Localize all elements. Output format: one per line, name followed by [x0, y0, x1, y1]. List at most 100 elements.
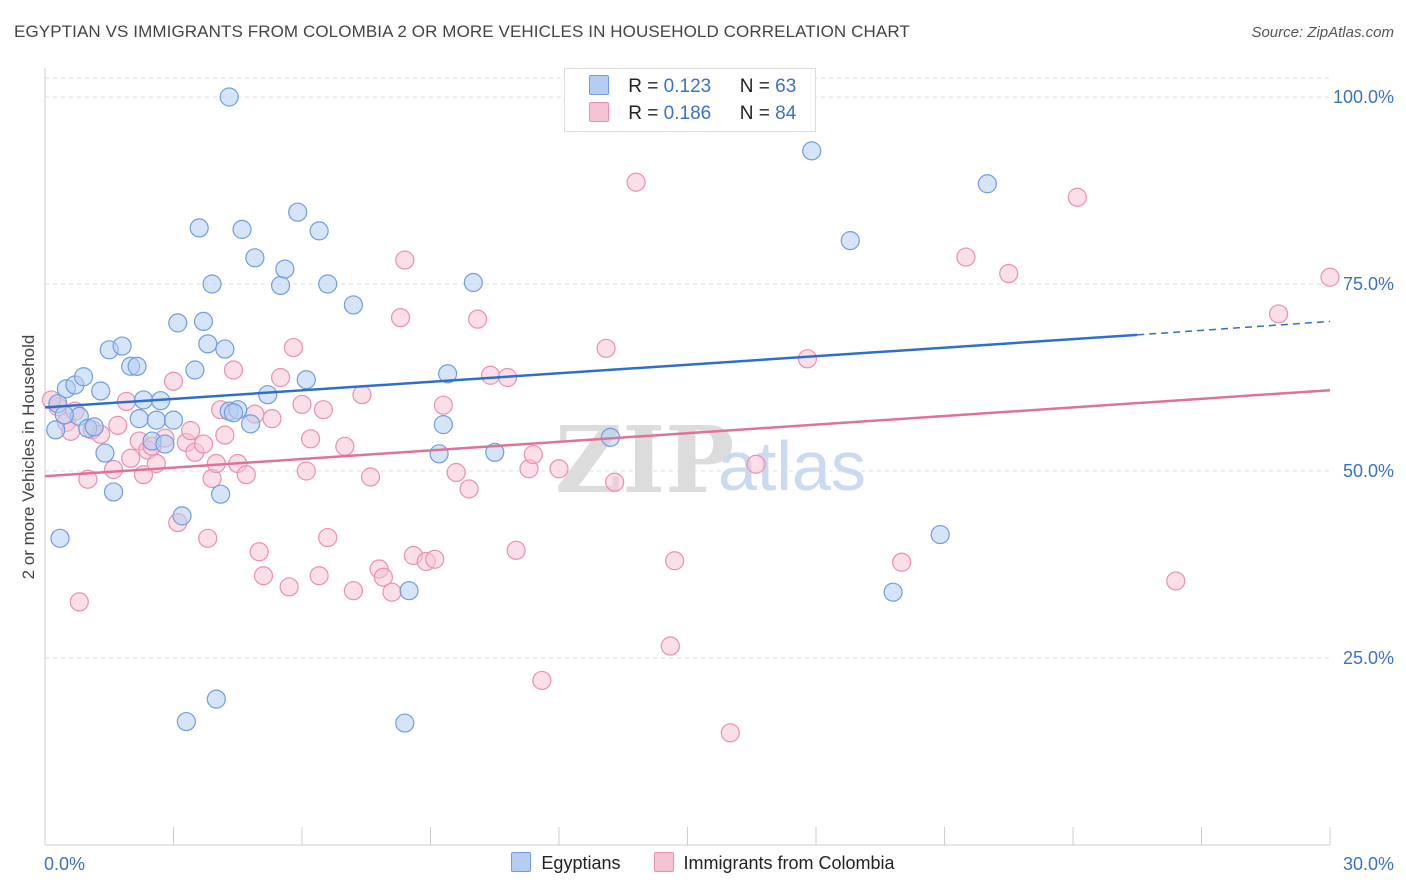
data-point — [95, 443, 115, 463]
n-label: N = — [739, 76, 776, 97]
trend-line-colombia — [44, 388, 1331, 478]
r-label: R = — [628, 103, 664, 124]
data-point — [219, 87, 239, 107]
data-point — [373, 567, 393, 587]
data-point — [313, 400, 334, 420]
data-point — [91, 381, 111, 401]
data-point — [343, 581, 363, 601]
data-point — [223, 360, 244, 380]
axes — [44, 68, 1331, 846]
correlation-legend: R = 0.123 N = 63 R = 0.186 N = 84 — [564, 68, 816, 132]
data-point — [390, 308, 411, 328]
data-point — [425, 549, 445, 569]
data-point — [283, 337, 304, 358]
data-point — [300, 429, 321, 449]
data-point — [395, 713, 415, 733]
data-point — [296, 370, 316, 390]
legend-row-egyptians: R = 0.123 N = 63 — [589, 75, 796, 101]
data-point — [245, 248, 265, 268]
data-point — [232, 219, 252, 239]
data-point — [660, 636, 680, 656]
data-point — [73, 367, 94, 387]
r-value: 0.123 — [663, 76, 712, 97]
y-tick-label: 50.0% — [1343, 461, 1394, 481]
data-point — [54, 405, 74, 425]
data-point — [46, 420, 66, 440]
data-point — [977, 174, 997, 194]
data-point — [523, 444, 543, 465]
data-point — [438, 364, 458, 384]
data-point — [155, 434, 175, 454]
watermark-zip: ZIP — [555, 406, 734, 514]
data-point — [168, 313, 188, 333]
data-point — [121, 448, 141, 468]
r-label: R = — [628, 76, 664, 97]
trend-line-egyptians — [44, 333, 1138, 409]
data-point — [103, 459, 124, 480]
data-point — [193, 434, 214, 454]
legend-swatch-blue — [511, 852, 532, 872]
legend-row-colombia: R = 0.186 N = 84 — [589, 102, 796, 128]
data-point — [275, 259, 295, 279]
data-point — [309, 566, 329, 586]
data-point — [223, 403, 244, 423]
data-point — [433, 395, 453, 415]
y-tick-label: 75.0% — [1343, 274, 1394, 294]
data-point — [892, 552, 912, 572]
data-point — [446, 462, 466, 483]
data-point — [181, 421, 201, 441]
data-point — [930, 524, 950, 545]
data-point — [292, 394, 312, 415]
data-point — [189, 218, 209, 238]
data-point — [249, 542, 269, 562]
data-point — [185, 360, 205, 380]
watermark-atlas: atlas — [718, 427, 866, 505]
data-point — [262, 409, 282, 429]
data-point — [193, 311, 214, 331]
y-tick-label: 100.0% — [1333, 87, 1394, 107]
trend-line-egyptians-extension — [1137, 320, 1331, 336]
legend-item-egyptians: Egyptians — [511, 852, 620, 874]
r-value: 0.186 — [663, 103, 712, 124]
n-label: N = — [739, 103, 776, 124]
data-point — [626, 172, 646, 192]
data-point — [309, 221, 329, 241]
series-legend: Egyptians Immigrants from Colombia — [0, 852, 1406, 874]
data-point — [596, 338, 616, 358]
data-point — [258, 385, 278, 405]
data-point — [270, 367, 291, 388]
data-point — [549, 459, 569, 479]
data-point — [956, 247, 976, 267]
x-tick-label: 0.0% — [44, 854, 85, 874]
data-point — [1067, 187, 1087, 207]
data-point — [1320, 267, 1340, 287]
data-point — [296, 461, 316, 481]
data-point — [127, 356, 147, 376]
data-point — [241, 414, 261, 434]
data-point — [532, 670, 552, 691]
data-point — [215, 425, 235, 445]
data-point — [399, 581, 419, 601]
n-value: 63 — [775, 76, 797, 97]
y-tick-label: 25.0% — [1343, 648, 1394, 668]
data-point — [382, 582, 402, 602]
data-point — [352, 385, 372, 405]
data-point — [746, 454, 766, 474]
data-point — [84, 417, 104, 437]
data-point — [318, 527, 338, 548]
tick-labels: 25.0% 50.0% 75.0% 100.0% 0.0% 30.0% — [44, 87, 1394, 874]
data-point — [999, 263, 1019, 284]
x-tick-label: 30.0% — [1343, 854, 1394, 874]
data-point — [335, 436, 355, 456]
source-label: Source: ZipAtlas.com — [1251, 24, 1394, 41]
data-point — [605, 472, 625, 492]
data-point — [69, 592, 89, 612]
data-point — [172, 506, 192, 526]
data-point — [395, 250, 415, 270]
data-point — [429, 444, 449, 464]
data-point — [163, 371, 184, 391]
data-point — [1268, 304, 1289, 324]
data-point — [176, 711, 196, 732]
data-point — [288, 202, 308, 222]
data-point — [163, 410, 184, 430]
